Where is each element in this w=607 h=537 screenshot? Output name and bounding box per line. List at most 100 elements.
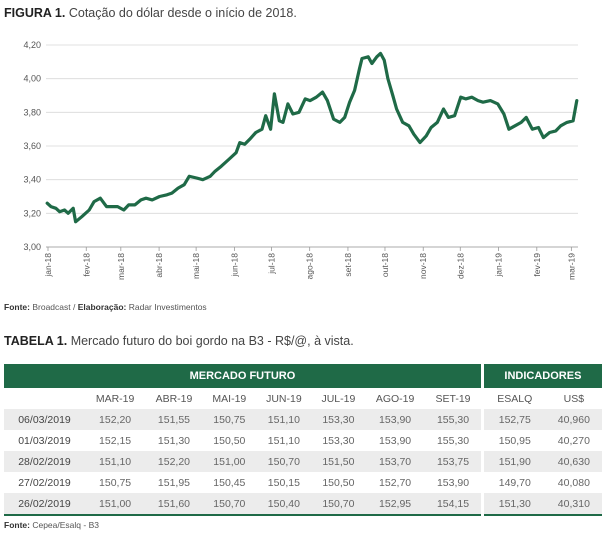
table-label: TABELA 1.	[4, 334, 68, 348]
table-cell: 154,15	[425, 493, 483, 516]
source-label: Fonte:	[4, 520, 30, 530]
table-cell: 150,70	[202, 493, 256, 516]
table-row: 27/02/2019 150,75 151,95 150,45 150,15 150,50…	[4, 472, 602, 493]
figure-title: FIGURA 1. Cotação do dólar desde o iníci…	[4, 6, 297, 20]
y-tick-label: 4,20	[23, 40, 41, 50]
table-cell: 40,630	[545, 451, 602, 472]
source-text: Broadcast /	[32, 302, 78, 312]
table-cell: 153,90	[365, 409, 426, 430]
x-tick-label: nov-18	[418, 253, 428, 279]
source-label: Fonte:	[4, 302, 30, 312]
table-cell: 150,70	[311, 493, 365, 516]
elaboration-label: Elaboração:	[77, 302, 127, 312]
table-cell: 153,90	[436, 476, 470, 489]
y-tick-label: 3,60	[23, 141, 41, 151]
x-tick-label: abr-18	[154, 253, 164, 278]
table-cell: 150,70	[255, 451, 312, 472]
y-tick-label: 3,00	[23, 242, 41, 252]
table-cell: 153,75	[425, 451, 483, 472]
table-cell: 40,080	[557, 476, 590, 489]
table-cell: 151,55	[145, 409, 203, 430]
x-tick-label: mai-18	[191, 253, 201, 279]
table-body: MAR-19 ABR-19 MAI-19 JUN-19 JUL-19 AGO-1…	[4, 388, 602, 516]
row-date: 26/02/2019	[4, 493, 86, 516]
group-header-indicators: INDICADORES	[480, 364, 602, 388]
group-header-futures: MERCADO FUTURO	[4, 364, 483, 388]
table-cell: 151,30	[157, 434, 191, 447]
table-cell: 151,10	[85, 451, 146, 472]
row-date: 27/02/2019	[18, 476, 71, 489]
x-tick-label: jun-18	[229, 253, 239, 278]
table-cell: 151,10	[267, 434, 300, 447]
table-cell: 150,45	[213, 476, 246, 489]
table-cell: 151,90	[480, 451, 546, 472]
column-header: ABR-19	[155, 392, 193, 405]
table-cell: 153,30	[322, 434, 355, 447]
row-date: 06/03/2019	[4, 409, 86, 430]
x-tick-label: mar-18	[116, 253, 126, 280]
source-text: Cepea/Esalq - B3	[32, 520, 99, 530]
figure-title-text: Cotação do dólar desde o início de 2018.	[68, 6, 297, 20]
table-cell: 151,00	[202, 451, 256, 472]
table-cell: 152,70	[379, 476, 412, 489]
elaboration-text: Radar Investimentos	[128, 302, 207, 312]
table-cell: 151,30	[480, 493, 546, 516]
table-cell: 151,00	[85, 493, 146, 516]
row-date: 01/03/2019	[18, 434, 71, 447]
table-cell: 155,30	[425, 409, 483, 430]
table-source: Fonte: Cepea/Esalq - B3	[4, 520, 99, 530]
column-header: SET-19	[435, 392, 471, 405]
x-tick-label: set-18	[343, 253, 353, 277]
column-header: JUL-19	[321, 392, 356, 405]
dollar-series-line	[45, 51, 579, 224]
table-cell: 150,40	[255, 493, 312, 516]
y-tick-label: 3,20	[23, 208, 41, 218]
table-cell: 149,70	[480, 472, 546, 493]
table-cell: 152,20	[85, 409, 146, 430]
y-tick-label: 3,40	[23, 175, 41, 185]
x-tick-label: jan-19	[494, 253, 504, 278]
column-header: MAI-19	[212, 392, 247, 405]
table-cell: 150,15	[267, 476, 300, 489]
column-header: MAR-19	[95, 392, 135, 405]
chart-source: Fonte: Broadcast / Elaboração: Radar Inv…	[4, 302, 207, 312]
y-tick-label: 4,00	[23, 74, 41, 84]
table-row: 01/03/2019 152,15 151,30 150,50 151,10 153,30…	[4, 430, 602, 451]
table-cell: 151,60	[145, 493, 203, 516]
table-row: 28/02/2019 151,10 152,20 151,00 150,70 151,50…	[4, 451, 602, 472]
x-tick-label: ago-18	[305, 253, 315, 280]
table-cell: 153,90	[379, 434, 412, 447]
table-cell: 155,30	[436, 434, 470, 447]
table-cell: 40,270	[557, 434, 590, 447]
table-title: TABELA 1. Mercado futuro do boi gordo na…	[4, 334, 354, 348]
column-header: JUN-19	[266, 392, 302, 405]
table-cell: 152,15	[99, 434, 132, 447]
column-header: AGO-19	[375, 392, 415, 405]
x-tick-label: fev-18	[81, 253, 91, 277]
column-header-row: MAR-19 ABR-19 MAI-19 JUN-19 JUL-19 AGO-1…	[4, 388, 602, 409]
table-cell: 150,75	[99, 476, 132, 489]
table-cell: 151,10	[255, 409, 312, 430]
futures-table: MERCADO FUTURO INDICADORES MAR-19 ABR-19…	[4, 364, 602, 516]
table-row: 06/03/2019 152,20 151,55 150,75 151,10 153,30…	[4, 409, 602, 430]
x-tick-label: mar-19	[566, 253, 576, 280]
table-cell: 40,960	[545, 409, 602, 430]
column-header: US$	[563, 392, 585, 405]
figure-label: FIGURA 1.	[4, 6, 66, 20]
x-tick-label: fev-19	[532, 253, 542, 277]
x-tick-label: dez-18	[455, 253, 465, 279]
table-cell: 152,95	[365, 493, 426, 516]
x-tick-label: jul-18	[266, 253, 276, 275]
row-date: 28/02/2019	[4, 451, 86, 472]
table-cell: 152,20	[145, 451, 203, 472]
x-tick-label: jan-18	[43, 253, 53, 278]
x-tick-label: out-18	[380, 253, 390, 277]
table-cell: 150,75	[202, 409, 256, 430]
table-cell: 153,70	[365, 451, 426, 472]
table-cell: 153,30	[311, 409, 365, 430]
y-tick-label: 3,80	[23, 107, 41, 117]
table-cell: 150,50	[322, 476, 355, 489]
table-cell: 151,95	[157, 476, 191, 489]
table-cell: 152,75	[480, 409, 546, 430]
